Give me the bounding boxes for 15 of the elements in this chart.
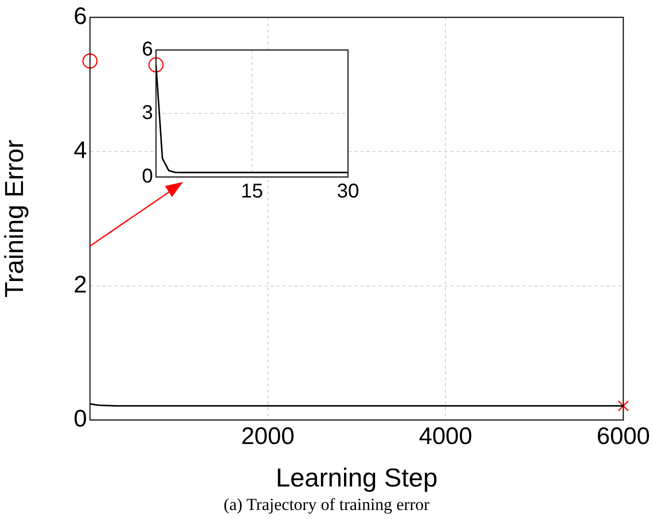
y-tick-label: 3	[142, 102, 153, 124]
x-tick-label: 2000	[241, 423, 294, 450]
y-tick-label: 6	[142, 38, 153, 61]
y-axis-title: Training Error	[0, 139, 29, 298]
x-tick-label: 15	[240, 180, 264, 203]
x-axis-title: Learning Step	[276, 462, 438, 493]
y-tick-label: 2	[74, 271, 87, 298]
y-tick-label: 0	[142, 166, 153, 188]
y-tick-label: 0	[74, 406, 87, 433]
x-tick-label: 6000	[596, 423, 650, 450]
y-tick-label: 4	[74, 137, 87, 164]
text: (a) Trajectory of training error	[222, 495, 430, 515]
x-tick-label: 30	[336, 180, 360, 203]
y-tick-label: 6	[74, 3, 87, 30]
x-tick-label: 4000	[418, 423, 472, 450]
